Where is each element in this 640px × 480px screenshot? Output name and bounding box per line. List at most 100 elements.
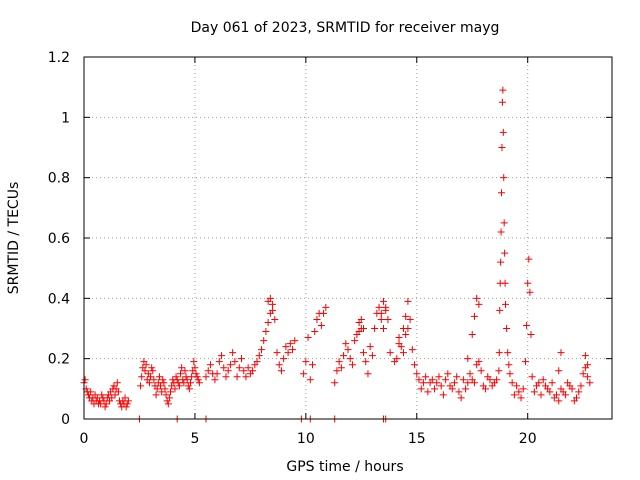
data-point (537, 391, 545, 399)
data-point (291, 337, 299, 345)
data-point (519, 385, 527, 393)
data-point (555, 397, 563, 405)
data-point (160, 379, 168, 387)
data-point (530, 388, 538, 396)
data-point (108, 394, 116, 402)
data-point (229, 349, 237, 357)
data-point (215, 358, 223, 366)
data-point (348, 361, 356, 369)
data-point (498, 144, 506, 151)
data-point (503, 325, 511, 332)
data-point (87, 388, 95, 396)
data-point (337, 364, 345, 372)
data-point (289, 346, 297, 354)
data-point (415, 376, 423, 384)
data-point (464, 379, 472, 387)
data-point (524, 279, 532, 287)
data-point (224, 367, 232, 375)
chart-title: Day 061 of 2023, SRMTID for receiver may… (191, 20, 500, 36)
data-point (311, 328, 319, 336)
data-point (510, 391, 518, 399)
data-point (508, 379, 516, 387)
data-point (406, 315, 414, 323)
data-point (357, 315, 365, 323)
data-point (231, 358, 239, 366)
data-point (114, 388, 122, 396)
data-point (195, 379, 203, 387)
data-point (306, 376, 314, 384)
data-point (577, 382, 585, 390)
data-point (172, 373, 180, 381)
y-tick-label: 0.8 (48, 171, 70, 187)
data-point (395, 334, 403, 342)
data-point (437, 382, 445, 390)
data-point (419, 379, 427, 387)
data-point (499, 128, 507, 136)
data-point (408, 346, 416, 354)
x-tick-label: 10 (297, 431, 315, 447)
data-point (502, 300, 510, 308)
data-point (442, 376, 450, 384)
data-point (468, 331, 476, 339)
data-point (586, 379, 594, 387)
data-point (368, 352, 376, 360)
data-point (101, 403, 109, 411)
data-point (185, 385, 193, 393)
data-point (277, 367, 285, 375)
x-tick-label: 15 (408, 431, 426, 447)
data-point (526, 288, 534, 296)
data-point (402, 312, 410, 320)
data-point (180, 379, 188, 387)
data-point (186, 379, 194, 387)
data-point (377, 309, 385, 317)
data-point (501, 249, 509, 257)
data-point (495, 367, 503, 375)
data-point (495, 349, 503, 357)
data-point (382, 306, 390, 314)
data-point (286, 340, 294, 348)
data-point (470, 312, 478, 320)
data-point (331, 379, 339, 387)
data-point (213, 370, 221, 378)
data-point (317, 321, 325, 329)
data-point (344, 346, 352, 354)
data-point (579, 370, 587, 378)
data-point (493, 376, 501, 384)
data-point (464, 355, 472, 363)
data-point (333, 367, 341, 375)
data-point (506, 370, 514, 378)
data-point (162, 391, 170, 399)
data-point (527, 331, 535, 339)
data-point (482, 385, 490, 393)
data-point (282, 343, 290, 351)
data-point (428, 376, 436, 384)
y-tick-label: 0.2 (48, 352, 70, 368)
data-point (500, 174, 508, 182)
data-point (360, 325, 368, 332)
data-point (535, 379, 543, 387)
data-point (155, 373, 163, 381)
data-point (138, 373, 146, 381)
data-point (220, 364, 228, 372)
data-point (501, 279, 509, 287)
data-points (80, 86, 594, 423)
data-point (561, 391, 569, 399)
x-tick-label: 0 (80, 431, 89, 447)
data-point (113, 379, 121, 387)
data-point (102, 400, 110, 408)
data-point (399, 325, 407, 332)
data-point (98, 391, 106, 399)
data-point (304, 334, 312, 342)
data-point (255, 352, 263, 360)
data-point (539, 376, 547, 384)
data-point (269, 306, 277, 314)
data-point (371, 325, 379, 332)
data-point (340, 352, 348, 360)
data-point (555, 367, 563, 375)
data-point (335, 358, 343, 366)
data-point (548, 379, 556, 387)
data-point (147, 373, 155, 381)
data-point (459, 376, 467, 384)
data-point (399, 349, 407, 357)
data-point (553, 391, 561, 399)
